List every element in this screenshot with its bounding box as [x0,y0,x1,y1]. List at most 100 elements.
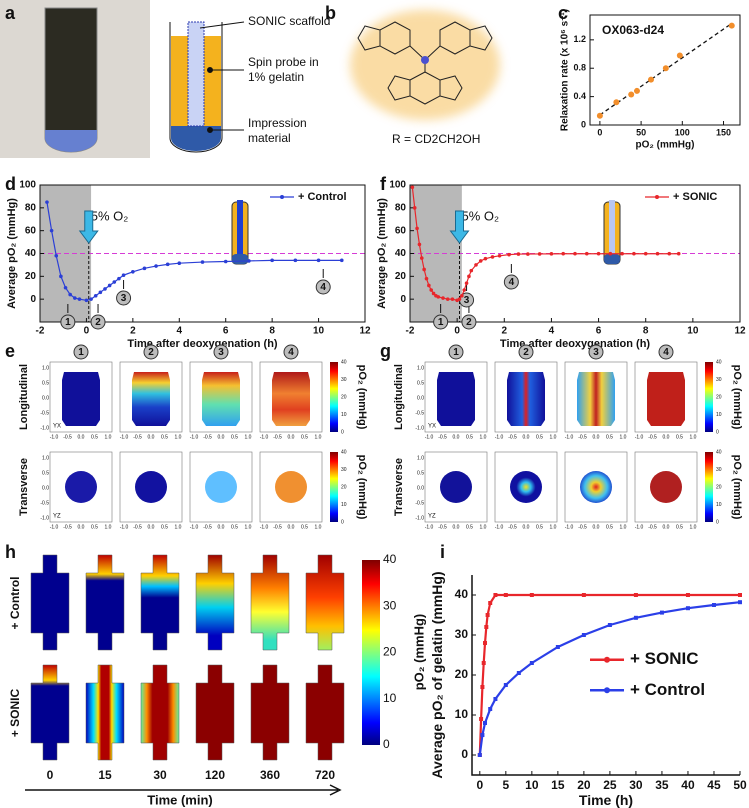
point [177,261,182,266]
point [165,262,170,267]
point [93,293,98,298]
time-label: 30 [153,768,167,782]
simulation-map [305,664,345,761]
map-tick-label: 0.0 [218,434,225,440]
map-tick-label: 0.5 [301,524,308,530]
point [488,707,493,711]
point [488,601,493,605]
panel-label: c [558,3,568,23]
arrow [449,210,470,244]
schematic-label: SONIC scaffold [248,14,330,28]
point [659,610,664,615]
point [633,615,638,620]
point [516,252,521,256]
point [73,296,77,300]
x-tick-label: 150 [716,127,731,137]
legend-marker [655,195,659,199]
map-tick-label: 0.5 [536,524,543,530]
point [339,258,344,263]
colorbar-tick-label: 20 [341,394,347,400]
y-tick-label: 20 [395,271,407,282]
x-tick-label: 0 [597,127,602,137]
map-tick-label: -1.0 [565,434,574,440]
x-tick-label: 10 [687,326,699,337]
map-tick-label: -0.5 [273,434,282,440]
point [415,226,419,231]
map-blob [132,372,170,426]
point [581,593,586,597]
map-tick-label: 0.5 [606,434,613,440]
map-tick-label: -0.5 [578,434,587,440]
y-axis-label: Relaxation rate (x 10⁶ s⁻¹) [559,9,570,131]
step-marker [448,344,464,360]
map-tick-label: 0.5 [536,434,543,440]
map-tick-label: 0.5 [606,524,613,530]
series-line [478,601,741,756]
point [493,697,498,701]
y-axis-label: Average pO₂ (mmHg) [376,198,388,309]
y-tick-label: 80 [25,202,37,213]
point [45,200,49,204]
point [103,287,107,291]
map-tick-label: -1.0 [40,515,49,521]
plane-label: YX [53,424,61,430]
point [441,296,445,300]
colorbar-tick-label: 10 [383,691,397,705]
step-marker [213,344,229,360]
point [503,593,508,597]
y-tick-label: 0 [461,747,468,761]
map-tick-label: 0.5 [466,524,473,530]
x-axis-label: Time (h) [579,792,633,808]
map-tick-label: 1.0 [105,434,112,440]
plot-frame [589,14,741,126]
point [608,251,613,256]
colorbar [330,452,338,522]
step-label: 1 [65,317,71,328]
point [474,263,478,267]
colorbar-label: pO₂ (mmHg) [411,614,426,691]
x-axis-label: pO₂ (mmHg) [636,139,695,150]
map-blob [437,372,475,426]
point [419,256,424,260]
legend-label: + Control [630,680,705,699]
map-tick-label: 0.5 [676,434,683,440]
arrow [78,210,99,244]
map-tick-label: 0.0 [148,524,155,530]
colorbar-tick-label: 0 [341,519,344,525]
colorbar-tick-label: 30 [341,377,347,383]
map-tick-label: -0.5 [648,434,657,440]
y-tick-label: 60 [25,225,37,236]
x-tick-label: 12 [359,326,371,337]
map-tick-label: 1.0 [417,455,424,461]
point [112,280,117,284]
point [607,623,612,627]
simulation-map [30,554,70,651]
point [483,721,488,725]
x-tick-label: 10 [525,778,539,792]
y-tick-label: 40 [395,248,407,259]
x-tick-label: 10 [313,326,325,337]
point [516,671,521,675]
y-tick-label: 20 [25,271,37,282]
map-tick-label: 1.0 [245,524,252,530]
step-marker [588,344,604,360]
map-blob [272,372,310,426]
point [467,274,471,279]
x-tick-label: -2 [36,326,45,337]
map-tick-label: -0.5 [508,434,517,440]
x-tick-label: 0 [84,326,90,337]
point [738,600,742,605]
x-tick-label: 40 [681,778,695,792]
point [131,269,135,274]
map-blob [577,372,615,426]
map-tick-label: 0.5 [91,524,98,530]
map-tick-label: 0.0 [288,524,295,530]
point [424,276,429,281]
point [49,228,54,233]
colorbar-label: pO₂ (mmHg) [356,365,368,430]
colorbar [330,362,338,432]
point [676,251,681,256]
map-tick-label: 0.5 [231,434,238,440]
panel-label: a [5,3,16,23]
map-tick-label: 0.5 [231,524,238,530]
